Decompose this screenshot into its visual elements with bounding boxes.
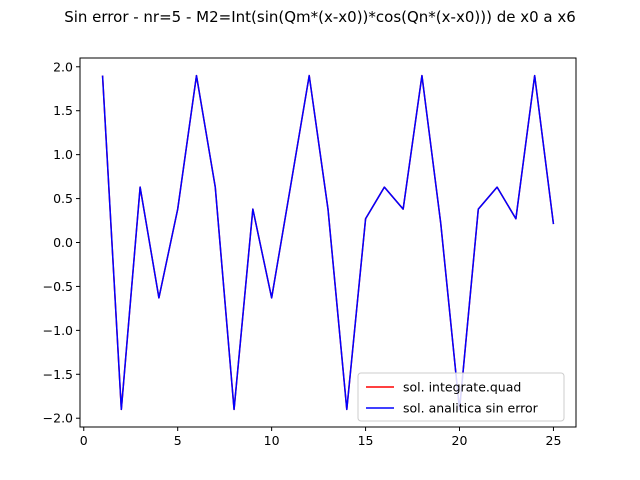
y-tick-label: 2.0: [53, 59, 73, 74]
y-tick-label: 1.5: [53, 103, 73, 118]
legend-box: [357, 372, 565, 422]
x-tick-label: 25: [546, 433, 562, 448]
legend-label-1: sol. integrate.quad: [403, 380, 521, 395]
axis-ticks: 0 5 10 15 20 25 2.0 1.5 1.0 0.5 0.0 −0.5 −1.0 −1.5 −2.…: [43, 59, 562, 448]
x-tick-label: 20: [452, 433, 468, 448]
y-tick-label: 1.0: [53, 147, 73, 162]
series-line-2: [101, 74, 555, 411]
y-tick-label: −1.0: [43, 323, 73, 338]
x-tick-label: 15: [358, 433, 374, 448]
legend: sol. integrate.quad sol. analitica sin er…: [357, 372, 565, 422]
y-tick-label: 0.0: [53, 235, 73, 250]
x-tick-label: 10: [264, 433, 280, 448]
plot-marks: [101, 74, 555, 411]
legend-label-2: sol. analitica sin error: [403, 401, 539, 416]
chart-title: Sin error - nr=5 - M2=Int(sin(Qm*(x-x0))…: [64, 8, 576, 26]
y-tick-label: −2.0: [43, 411, 73, 426]
y-tick-label: −0.5: [43, 279, 73, 294]
y-tick-label: 0.5: [53, 191, 73, 206]
x-tick-label: 5: [174, 433, 182, 448]
x-tick-label: 0: [80, 433, 88, 448]
y-tick-label: −1.5: [43, 367, 73, 382]
